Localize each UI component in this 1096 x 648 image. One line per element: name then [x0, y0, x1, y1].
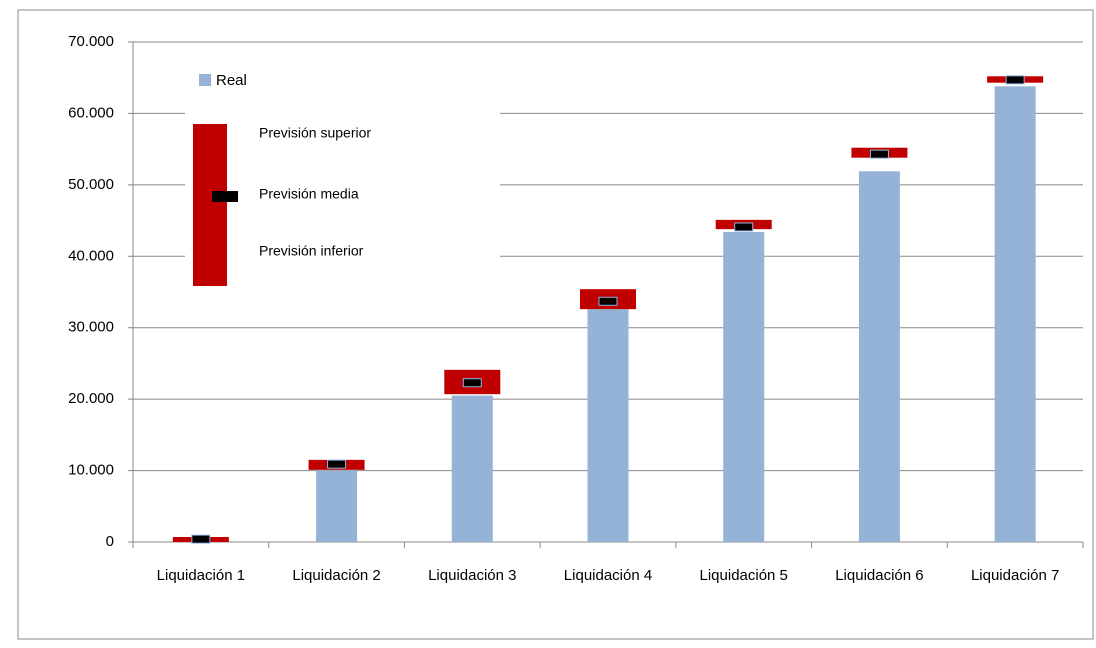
x-tick-label: Liquidación 1 — [157, 567, 245, 584]
x-tick-label: Liquidación 6 — [835, 567, 923, 584]
chart-border — [17, 9, 1094, 640]
legend-background — [185, 62, 500, 292]
forecast-mean — [598, 296, 618, 306]
y-tick-label: 30.000 — [68, 319, 114, 336]
legend-label: Previsión media — [259, 186, 359, 202]
y-tick-label: 40.000 — [68, 247, 114, 264]
forecast-mean — [869, 149, 889, 159]
legend: Real Previsión superior Previsión media Pre… — [185, 62, 500, 292]
legend-label: Previsión inferior — [259, 243, 364, 259]
x-tick-label: Liquidación 3 — [428, 567, 516, 584]
legend-label: Previsión superior — [259, 125, 371, 141]
bar — [587, 309, 629, 542]
legend-swatch — [212, 191, 238, 202]
y-tick-label: 50.000 — [68, 176, 114, 193]
y-tick-label: 20.000 — [68, 390, 114, 407]
legend-label: Real — [216, 72, 247, 89]
bar — [451, 395, 493, 542]
x-tick-label: Liquidación 7 — [971, 567, 1059, 584]
forecast-mean — [1005, 75, 1025, 85]
legend-swatch — [199, 74, 211, 86]
bar — [994, 86, 1036, 543]
grid: 0 10.000 20.000 30.000 40.000 50.000 60.000 70.… — [68, 33, 1084, 584]
forecast-mean — [191, 534, 211, 544]
forecast-mean — [462, 378, 482, 388]
x-tick-label: Liquidación 5 — [700, 567, 788, 584]
bar — [723, 232, 765, 542]
bar — [858, 171, 900, 543]
y-tick-label: 10.000 — [68, 462, 114, 479]
x-tick-label: Liquidación 4 — [564, 567, 652, 584]
bar — [316, 470, 358, 542]
y-tick-label: 60.000 — [68, 104, 114, 121]
forecast-mean — [734, 222, 754, 232]
marks — [172, 75, 1044, 544]
legend-swatch — [193, 124, 227, 286]
y-tick-label: 70.000 — [68, 33, 114, 50]
forecast-mean — [327, 459, 347, 469]
y-tick-label: 0 — [106, 533, 114, 550]
x-tick-label: Liquidación 2 — [292, 567, 380, 584]
